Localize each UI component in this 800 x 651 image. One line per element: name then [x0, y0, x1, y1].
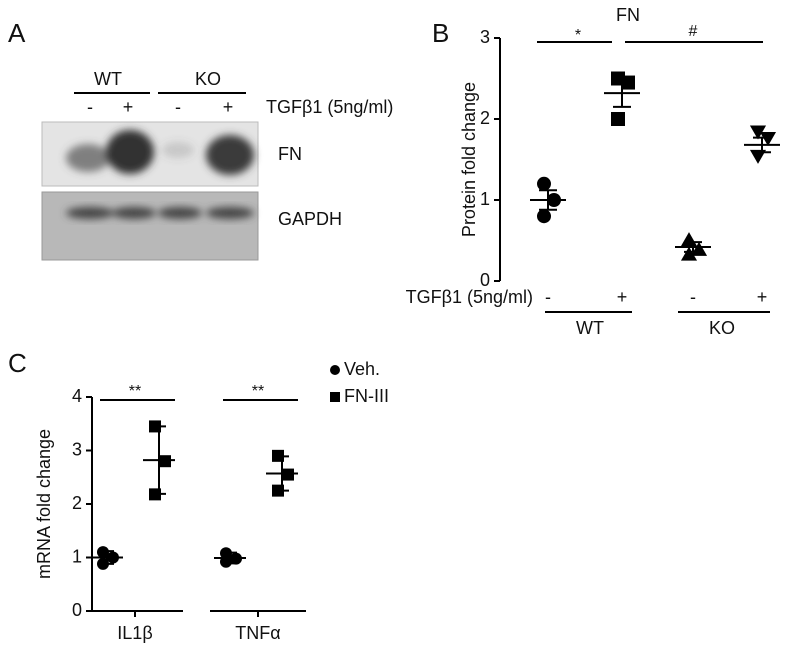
- error-bar: [223, 551, 237, 565]
- data-point: [611, 112, 625, 126]
- group-label: WT: [576, 318, 604, 338]
- data-point: [680, 246, 698, 261]
- error-bar: [753, 136, 771, 154]
- x-tick-label: -: [545, 287, 551, 307]
- error-bar: [100, 550, 114, 565]
- y-tick-label: 0: [72, 600, 82, 620]
- x-tick-label: +: [617, 287, 628, 307]
- data-point: [749, 149, 767, 164]
- y-tick-label: 3: [72, 439, 82, 459]
- group-label: WT: [94, 69, 122, 89]
- y-tick-label: 2: [72, 493, 82, 513]
- panel-label: A: [8, 18, 26, 48]
- y-axis-label: mRNA fold change: [34, 429, 54, 579]
- lane-label: -: [87, 97, 93, 117]
- blot-gapdh: [41, 191, 259, 261]
- error-bar: [613, 78, 631, 108]
- y-tick-label: 2: [480, 108, 490, 128]
- x-axis-label: TGFβ1 (5ng/ml): [406, 287, 533, 307]
- significance-label: *: [575, 27, 581, 44]
- lane-label: +: [123, 97, 134, 117]
- group-label: KO: [195, 69, 221, 89]
- x-tick-label: IL1β: [117, 623, 152, 643]
- x-tick-label: TNFα: [235, 623, 280, 643]
- data-point: [621, 75, 635, 90]
- legend-marker: [330, 392, 340, 402]
- panel-label: B: [432, 18, 449, 48]
- legend-label: Veh.: [344, 359, 380, 379]
- y-tick-label: 4: [72, 386, 82, 406]
- legend-marker: [330, 365, 340, 375]
- data-point: [159, 455, 171, 468]
- x-tick-label: +: [757, 287, 768, 307]
- chart-title: FN: [616, 5, 640, 25]
- lane-label: -: [175, 97, 181, 117]
- lane-label: +: [223, 97, 234, 117]
- x-tick-label: -: [690, 287, 696, 307]
- significance-label: #: [689, 23, 698, 40]
- treatment-label: TGFβ1 (5ng/ml): [266, 97, 393, 117]
- significance-label: **: [129, 383, 141, 400]
- data-point: [749, 125, 767, 140]
- band-label: FN: [278, 144, 302, 164]
- error-bar: [275, 455, 289, 492]
- y-tick-label: 0: [480, 270, 490, 290]
- data-point: [537, 209, 551, 224]
- error-bar: [539, 189, 557, 211]
- significance-label: **: [252, 383, 264, 400]
- data-point: [759, 132, 777, 147]
- error-bar: [684, 241, 702, 253]
- data-point: [680, 232, 698, 247]
- legend-label: FN-III: [344, 386, 389, 406]
- y-tick-label: 3: [480, 27, 490, 47]
- y-axis-label: Protein fold change: [459, 82, 479, 237]
- group-label: KO: [709, 318, 735, 338]
- data-point: [537, 176, 551, 191]
- blot-fn: [41, 121, 259, 187]
- data-point: [282, 468, 294, 481]
- error-bar: [152, 425, 166, 495]
- band-label: GAPDH: [278, 209, 342, 229]
- y-tick-label: 1: [72, 546, 82, 566]
- panel-label: C: [8, 348, 27, 378]
- y-tick-label: 1: [480, 189, 490, 209]
